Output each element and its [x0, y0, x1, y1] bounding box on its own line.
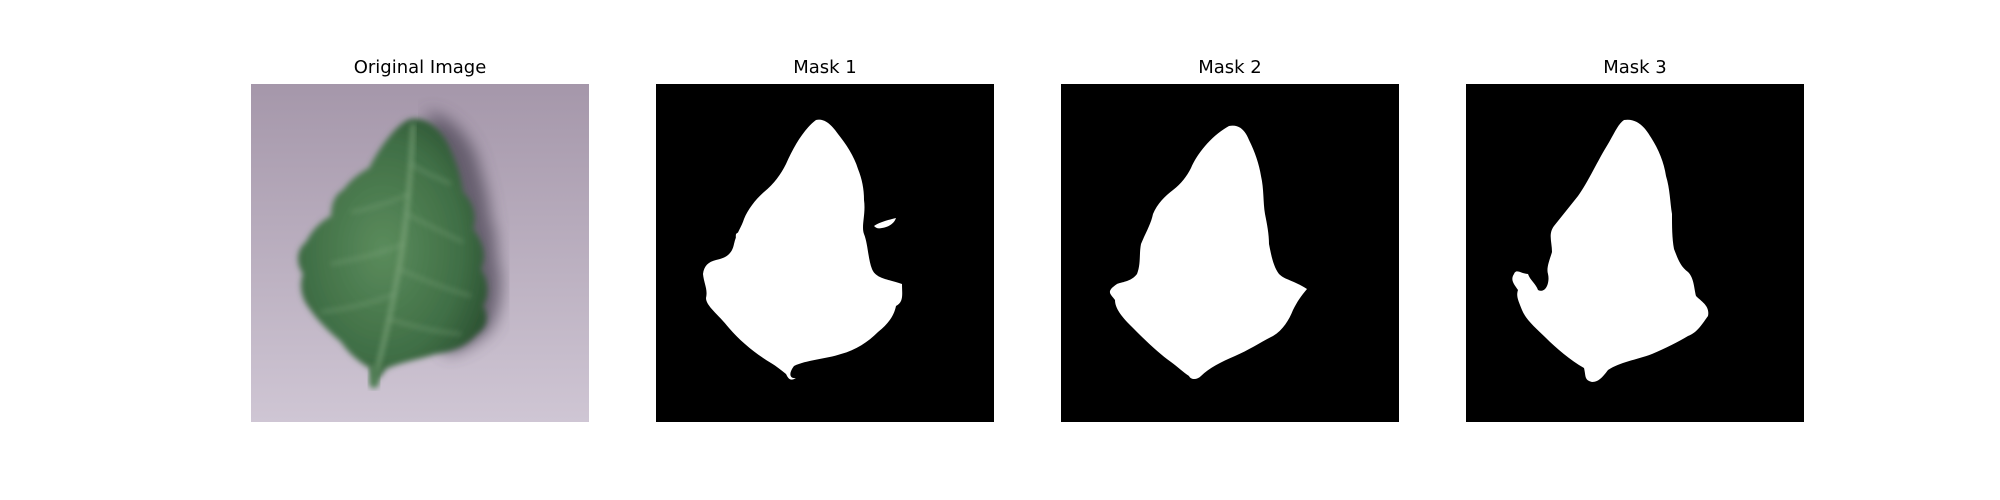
original-leaf-photo: [251, 84, 589, 422]
mask-fragment: [735, 232, 742, 241]
panel-title: Mask 1: [793, 57, 857, 78]
panel-title: Mask 2: [1198, 57, 1262, 78]
mask-fragment: [874, 218, 896, 229]
mask-region: [703, 119, 903, 380]
panel-original-image: Original Image: [251, 0, 589, 430]
mask-image-2: [1061, 84, 1399, 422]
mask-image-3: [1466, 84, 1804, 422]
panel-mask-1: Mask 1: [656, 0, 994, 430]
leaf-veins: [320, 163, 472, 335]
panel-mask-2: Mask 2: [1061, 0, 1399, 430]
mask-region: [1109, 125, 1307, 380]
panel-title: Original Image: [353, 57, 487, 78]
leaf-stem: [369, 364, 380, 389]
mask-region: [1512, 119, 1709, 383]
mask-image-1: [656, 84, 994, 422]
leaf-midrib: [374, 123, 415, 375]
panel-mask-3: Mask 3: [1466, 0, 1804, 430]
panel-title: Mask 3: [1603, 57, 1667, 78]
